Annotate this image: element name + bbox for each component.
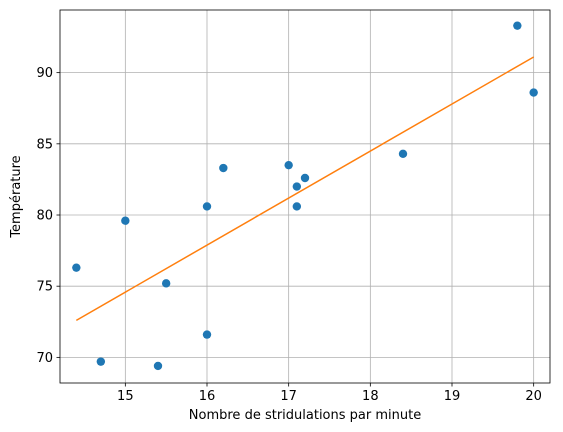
scatter-point [202,202,212,211]
x-tick-label: 18 [362,389,379,404]
scatter-point [398,149,408,158]
regression-line-layer [75,56,535,322]
scatter-point [121,216,130,225]
scatter-point [529,88,538,97]
y-tick-label: 70 [36,351,53,366]
grid-lines [60,10,550,383]
y-tick-label: 90 [36,66,53,81]
scatter-points-layer [72,21,538,371]
y-tick-label: 85 [36,137,53,152]
scatter-point [300,173,310,183]
scatter-point [72,263,81,272]
plot-frame [59,9,551,384]
scatter-point [292,202,302,211]
regression-line [75,56,535,322]
x-tick-label: 15 [117,389,134,404]
scatter-point [219,163,228,173]
scatter-point [292,182,302,191]
scatter-point [153,361,163,371]
y-axis-ticks: 70 75 80 85 90 [36,66,60,366]
scatter-point [513,21,522,30]
scatter-point [96,357,106,366]
x-tick-label: 17 [280,389,297,404]
y-axis-label: Température [9,155,24,238]
scatter-point [161,279,171,288]
y-tick-label: 75 [36,280,53,295]
y-tick-label: 80 [36,209,53,224]
x-axis-ticks: 15 16 17 18 19 20 [117,383,542,404]
x-tick-label: 16 [199,389,216,404]
scatter-point [202,330,212,339]
x-tick-label: 20 [525,389,542,404]
scatter-point [284,160,293,170]
x-tick-label: 19 [444,389,461,404]
x-axis-label: Nombre de stridulations par minute [189,408,421,423]
